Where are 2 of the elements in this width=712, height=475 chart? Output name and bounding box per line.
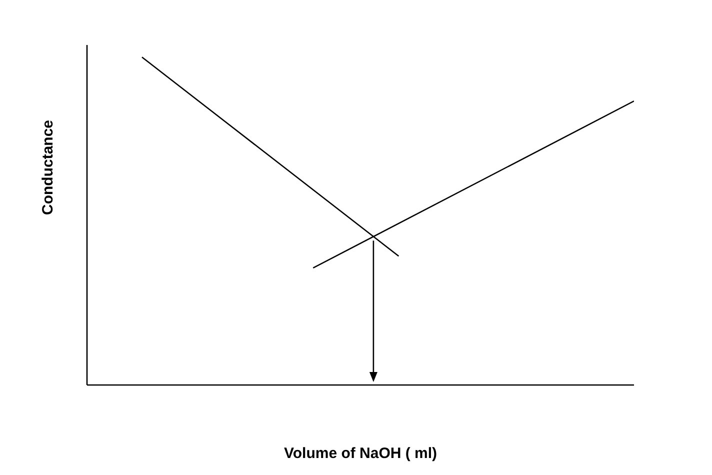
y-axis-title: Conductance: [39, 120, 56, 215]
x-axis-title: Volume of NaOH ( ml): [284, 445, 438, 462]
